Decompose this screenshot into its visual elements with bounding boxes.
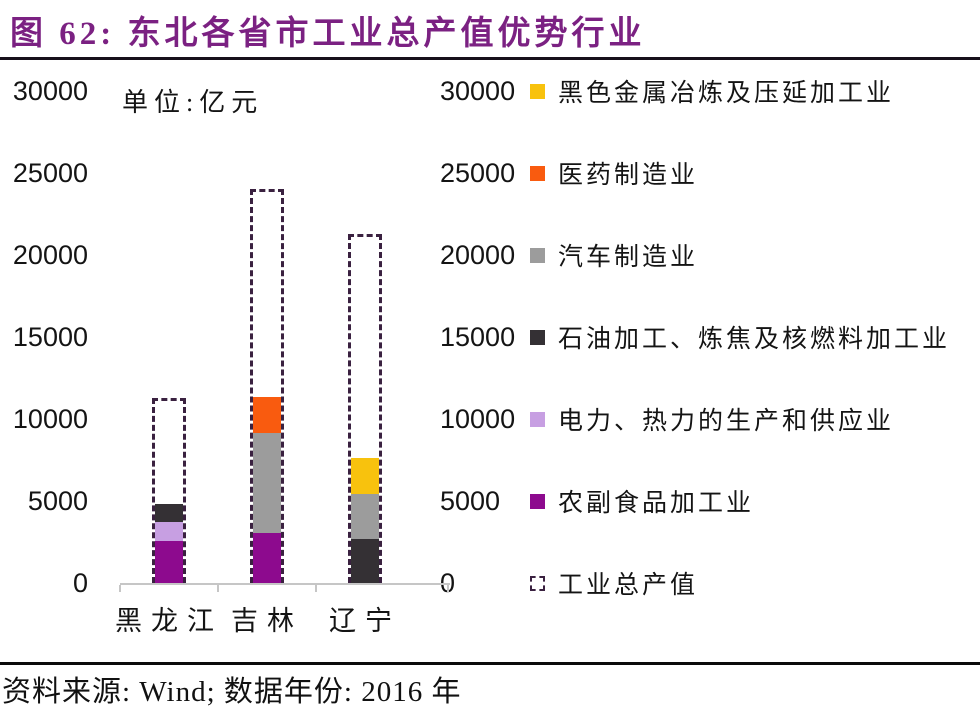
legend: 黑色金属冶炼及压延加工业 医药制造业汽车制造业石油加工、炼焦及核燃料加工业 电力、热… <box>530 60 980 660</box>
figure-title: 图 62: 东北各省市工业总产值优势行业 <box>10 16 646 52</box>
legend-label: 工业总产值 <box>558 572 699 599</box>
unit-label: 单位:亿元 <box>122 88 264 117</box>
legend-label: 电力、热力的生产和供应业 <box>558 408 895 435</box>
x-axis-line <box>120 583 450 585</box>
y-tick-label: 0 <box>440 568 532 598</box>
header-rule <box>0 57 980 60</box>
legend-swatch-icon <box>530 83 545 99</box>
legend-swatch-icon <box>530 165 545 181</box>
bar-segment <box>253 532 281 583</box>
legend-item: 工业总产值 <box>530 563 698 603</box>
y-axis-right: 0 5000 10000 15000 20000 25000 30000 <box>440 76 532 598</box>
source-note: 资料来源: Wind; 数据年份: 2016 年 <box>2 676 462 708</box>
y-tick-label: 5000 <box>440 486 501 516</box>
legend-label: 石油加工、炼焦及核燃料加工业 <box>558 326 951 353</box>
legend-label: 医药制造业 <box>558 162 699 189</box>
y-tick-label: 25000 <box>440 158 516 188</box>
y-tick-label: 20000 <box>440 240 516 270</box>
y-tick-label: 25000 <box>12 158 88 188</box>
x-tick <box>315 585 317 592</box>
x-axis-label: 吉林 <box>231 606 303 636</box>
y-tick-label: 5000 <box>27 486 88 516</box>
y-tick-label: 10000 <box>12 404 88 434</box>
x-axis-label: 辽宁 <box>329 606 401 636</box>
legend-swatch-icon <box>530 493 545 509</box>
x-tick <box>119 585 121 592</box>
legend-label: 黑色金属冶炼及压延加工业 <box>558 80 895 107</box>
bar-segment <box>351 494 379 539</box>
legend-item: 石油加工、炼焦及核燃料加工业 <box>530 317 950 357</box>
bar-segment <box>155 522 183 542</box>
legend-item: 电力、热力的生产和供应业 <box>530 399 894 439</box>
bar-segment <box>155 504 183 523</box>
legend-dashed-swatch-icon <box>530 575 545 591</box>
y-axis-left: 0 5000 10000 15000 20000 25000 30000 <box>0 76 88 598</box>
footer-rule <box>0 662 980 665</box>
legend-item: 汽车制造业 <box>530 235 698 275</box>
y-tick-label: 0 <box>72 568 88 598</box>
x-axis: 黑龙江 吉林 辽宁 <box>115 599 460 641</box>
x-tick <box>217 585 219 592</box>
legend-swatch-icon <box>530 329 545 345</box>
bar-segment <box>253 396 281 433</box>
x-tick <box>447 585 449 592</box>
x-axis-label: 黑龙江 <box>115 606 223 636</box>
y-tick-label: 15000 <box>12 322 88 352</box>
y-tick-label: 30000 <box>12 76 88 106</box>
legend-item: 医药制造业 <box>530 153 698 193</box>
bar-segment <box>351 538 379 583</box>
bar-segment <box>351 458 379 495</box>
legend-swatch-icon <box>530 247 545 263</box>
legend-label: 农副食品加工业 <box>558 490 755 517</box>
legend-swatch-icon <box>530 411 545 427</box>
plot-area <box>119 91 450 592</box>
legend-label: 汽车制造业 <box>558 244 699 271</box>
legend-item: 农副食品加工业 <box>530 481 754 521</box>
y-tick-label: 10000 <box>440 404 516 434</box>
y-tick-label: 20000 <box>12 240 88 270</box>
y-tick-label: 30000 <box>440 76 516 106</box>
bar-segment <box>253 432 281 533</box>
bar-segment <box>155 541 183 583</box>
y-tick-label: 15000 <box>440 322 516 352</box>
legend-item: 黑色金属冶炼及压延加工业 <box>530 71 894 111</box>
chart-area: 单位:亿元 0 5000 10000 15000 20000 25000 30000 0 50… <box>0 60 980 660</box>
